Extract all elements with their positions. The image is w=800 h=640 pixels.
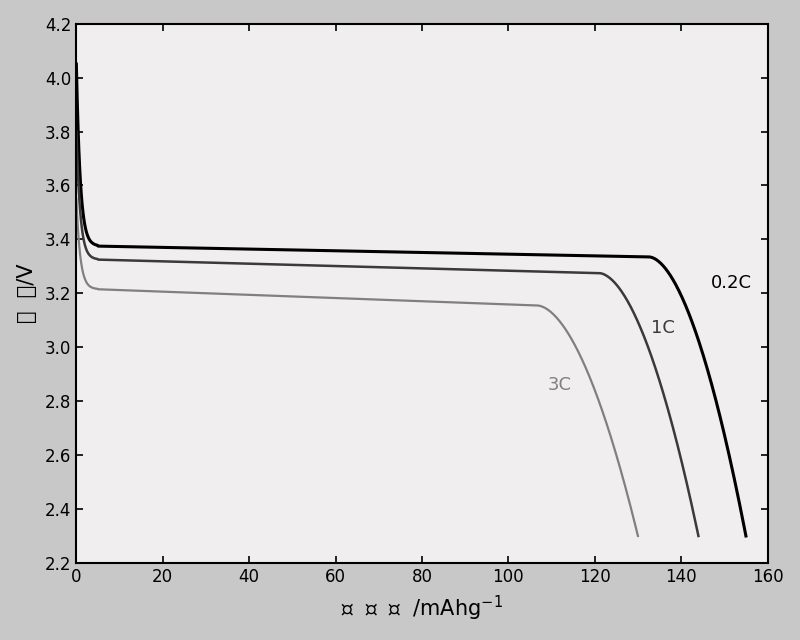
Text: 1C: 1C <box>651 319 674 337</box>
Y-axis label: 电  压/V: 电 压/V <box>17 264 37 323</box>
Text: 0.2C: 0.2C <box>711 273 752 291</box>
Text: 3C: 3C <box>547 376 571 394</box>
X-axis label: 比  容  量  /mAhg$^{-1}$: 比 容 量 /mAhg$^{-1}$ <box>341 594 503 623</box>
